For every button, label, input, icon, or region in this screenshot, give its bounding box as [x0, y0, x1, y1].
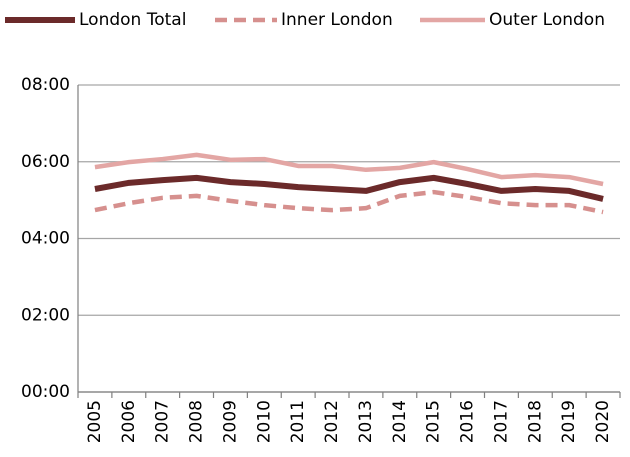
x-tick-label: 2009 [220, 400, 240, 443]
x-tick-label: 2012 [322, 400, 342, 443]
x-tick-label: 2015 [424, 400, 444, 443]
x-tick-label: 2018 [525, 400, 545, 443]
y-tick-label: 00:00 [21, 382, 70, 402]
x-tick-label: 2007 [153, 400, 173, 443]
x-tick-label: 2017 [491, 400, 511, 443]
legend-label: Inner London [281, 10, 393, 30]
series-line [94, 189, 604, 215]
x-tick-label: 2019 [559, 400, 579, 443]
y-tick-label: 06:00 [21, 152, 70, 172]
x-tick-label: 2016 [458, 400, 478, 443]
legend-item: Inner London [215, 10, 393, 30]
y-tick-label: 02:00 [21, 305, 70, 325]
legend-item: Outer London [420, 10, 605, 30]
y-tick-label: 04:00 [21, 229, 70, 249]
legend-label: Outer London [489, 10, 605, 30]
x-tick-label: 2006 [119, 400, 139, 443]
y-tick-label: 08:00 [21, 75, 70, 95]
legend-item: London Total [5, 10, 186, 30]
legend-label: London Total [79, 10, 186, 30]
x-tick-label: 2020 [593, 400, 613, 443]
x-tick-label: 2011 [288, 400, 308, 443]
x-tick-label: 2013 [356, 400, 376, 443]
x-tick-label: 2008 [187, 400, 207, 443]
x-tick-label: 2005 [85, 400, 105, 443]
series-line [94, 174, 604, 202]
series-line [94, 152, 604, 187]
x-tick-label: 2010 [254, 400, 274, 443]
x-tick-label: 2014 [390, 400, 410, 443]
